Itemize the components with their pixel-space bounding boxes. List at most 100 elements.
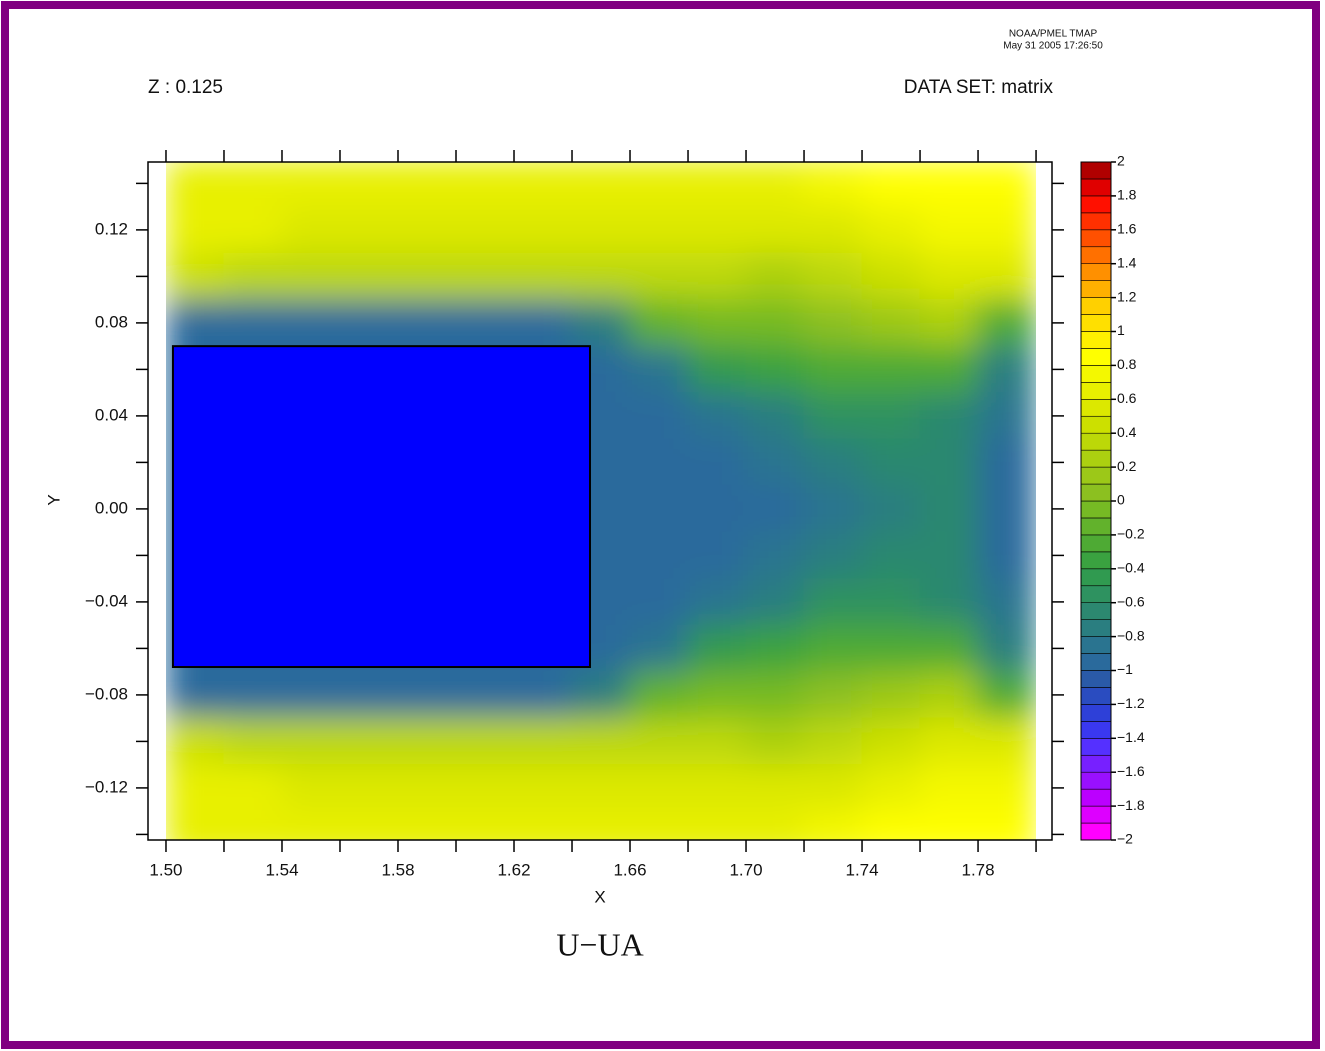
cell (861, 764, 921, 812)
cell (571, 671, 631, 719)
colorbar-band (1080, 212, 1112, 231)
colorbar-label: −0.8 (1117, 627, 1145, 643)
cell (977, 162, 1037, 208)
cell (455, 764, 515, 812)
cell (687, 438, 747, 487)
cell (397, 671, 457, 719)
colorbar-band (1080, 466, 1112, 485)
cell (919, 764, 979, 812)
cell (861, 345, 921, 394)
cell (281, 717, 341, 766)
cell (745, 206, 805, 254)
cell (571, 764, 631, 812)
cell (339, 162, 399, 208)
colorbar-band (1080, 178, 1112, 197)
cell (281, 671, 341, 719)
cell (629, 438, 689, 487)
cell (513, 162, 573, 208)
colorbar-label: −1.6 (1117, 763, 1145, 779)
cell (861, 717, 921, 766)
cell (629, 162, 689, 208)
y-axis-label: Y (44, 494, 63, 505)
colorbar-label: −0.2 (1117, 526, 1145, 542)
cell (687, 531, 747, 580)
cell (803, 531, 863, 580)
cell (513, 764, 573, 812)
cell (861, 392, 921, 440)
colorbar-band (1080, 788, 1112, 807)
plot-frame (147, 161, 1053, 841)
colorbar-band (1080, 771, 1112, 790)
cell (165, 671, 225, 719)
cell (861, 438, 921, 487)
cell (455, 810, 515, 840)
colorbar-band (1080, 822, 1112, 841)
cell (455, 252, 515, 301)
cell (919, 206, 979, 254)
x-tick-label: 1.62 (497, 860, 530, 879)
x-tick-label: 1.70 (729, 860, 762, 879)
cell (397, 717, 457, 766)
y-tick-label: −0.08 (85, 684, 128, 703)
cell (629, 531, 689, 580)
cell (687, 764, 747, 812)
cell (803, 299, 863, 347)
cell (687, 810, 747, 840)
cell (455, 206, 515, 254)
cell (977, 345, 1037, 394)
colorbar-label: 1.4 (1117, 254, 1137, 270)
cell (397, 764, 457, 812)
cell (687, 392, 747, 440)
cell (745, 717, 805, 766)
cell (165, 206, 225, 254)
cell (339, 206, 399, 254)
cell (803, 578, 863, 626)
cell (281, 252, 341, 301)
cell (223, 299, 283, 347)
cell (803, 485, 863, 533)
cell (861, 485, 921, 533)
cell (339, 252, 399, 301)
colorbar-band (1080, 382, 1112, 400)
subtitle: DATA SET: matrix (904, 77, 1054, 98)
cell (223, 252, 283, 301)
colorbar-label: 0.2 (1117, 458, 1137, 474)
cell (687, 717, 747, 766)
cell (745, 485, 805, 533)
colorbar-band (1080, 365, 1112, 383)
cell (745, 345, 805, 394)
cell (571, 252, 631, 301)
cell (571, 810, 631, 840)
cell (687, 206, 747, 254)
x-tick-label: 1.50 (149, 860, 182, 879)
colorbar-band (1080, 721, 1112, 739)
cell (803, 671, 863, 719)
cell (861, 252, 921, 301)
cell (745, 392, 805, 440)
cell (919, 671, 979, 719)
cell (397, 299, 457, 347)
cell (223, 717, 283, 766)
cell (803, 624, 863, 673)
colorbar-band (1080, 415, 1112, 434)
cell (687, 671, 747, 719)
cell (919, 438, 979, 487)
cell (745, 531, 805, 580)
cell (339, 764, 399, 812)
credit: May 31 2005 17:26:50 (1003, 41, 1103, 52)
colorbar-band (1080, 280, 1112, 298)
cell (861, 206, 921, 254)
colorbar-label: −2 (1117, 831, 1133, 847)
cell (281, 810, 341, 840)
y-tick-label: 0.00 (95, 498, 128, 517)
cell (687, 485, 747, 533)
y-tick-label: 0.12 (95, 219, 128, 238)
cell (803, 345, 863, 394)
cell (803, 252, 863, 301)
cell (745, 438, 805, 487)
cell (571, 299, 631, 347)
colorbar-band (1080, 314, 1112, 332)
cell (977, 810, 1037, 840)
cell (281, 162, 341, 208)
cell (223, 162, 283, 208)
